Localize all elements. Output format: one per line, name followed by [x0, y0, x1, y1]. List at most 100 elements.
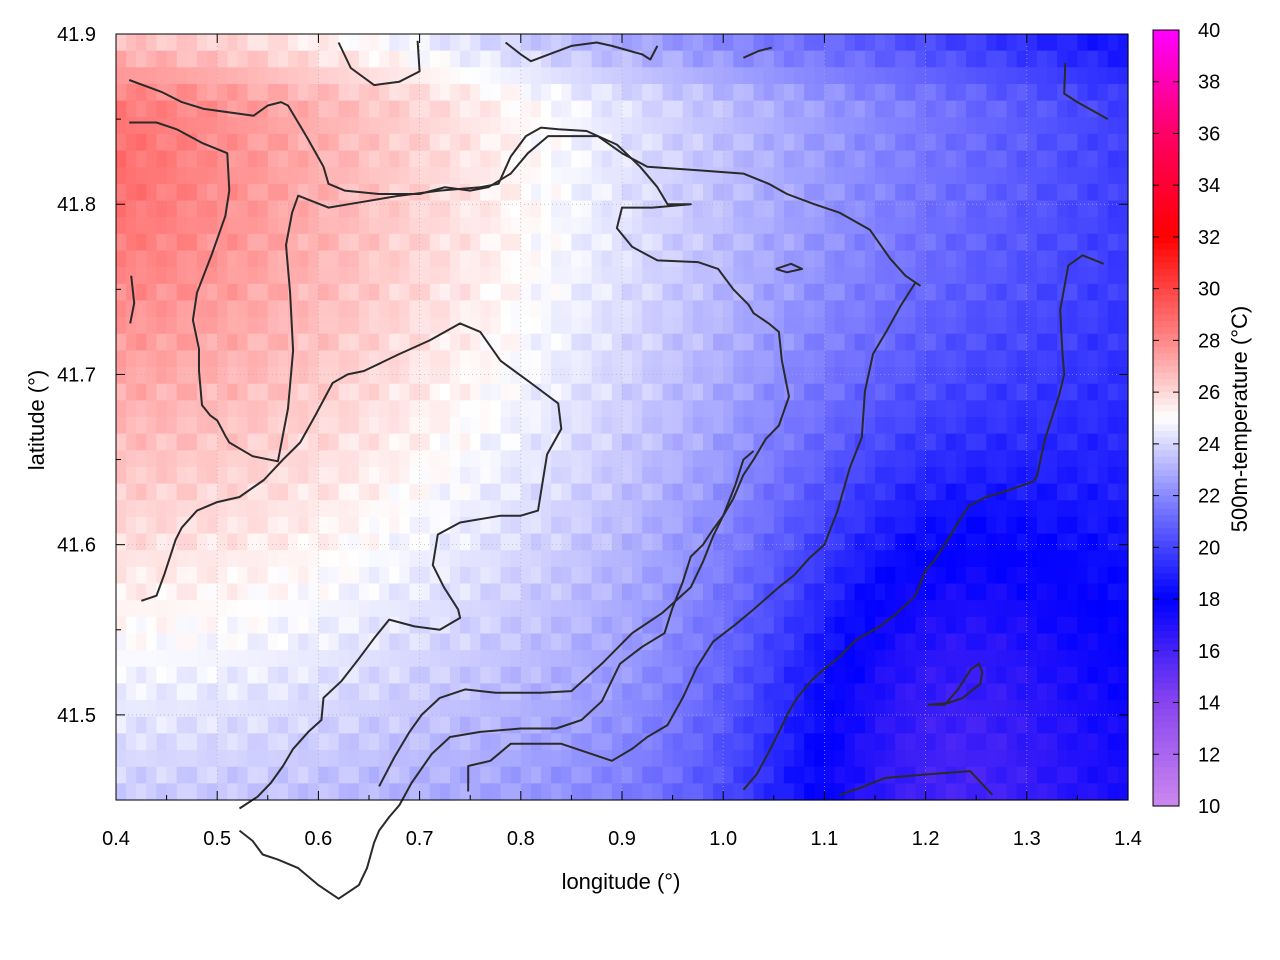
heatmap-cell [449, 83, 461, 102]
heatmap-cell [763, 267, 775, 285]
heatmap-cell [358, 433, 370, 451]
heatmap-cell [217, 616, 228, 635]
heatmap-cell [1077, 433, 1089, 451]
heatmap-cell [308, 783, 319, 801]
heatmap-cell [419, 433, 431, 451]
heatmap-cell [601, 466, 613, 485]
heatmap-cell [247, 433, 259, 451]
heatmap-cell [480, 150, 492, 168]
heatmap-cell [662, 300, 674, 318]
heatmap-cell [338, 117, 350, 135]
heatmap-cell [1016, 516, 1028, 535]
heatmap-cell [895, 283, 906, 302]
heatmap-cell [490, 150, 502, 168]
heatmap-cell [530, 550, 542, 568]
heatmap-cell [247, 733, 259, 751]
heatmap-cell [834, 250, 846, 268]
heatmap-cell [419, 683, 431, 701]
heatmap-cell [834, 367, 846, 385]
heatmap-cell [723, 383, 734, 401]
heatmap-cell [1097, 150, 1109, 168]
heatmap-cell [470, 666, 481, 685]
heatmap-cell [541, 533, 552, 551]
heatmap-cell [247, 133, 259, 152]
heatmap-cell [976, 417, 987, 435]
heatmap-cell [409, 583, 421, 601]
heatmap-cell [854, 34, 866, 52]
heatmap-cell [895, 83, 906, 102]
heatmap-cell [338, 67, 350, 85]
heatmap-cell [763, 783, 775, 801]
heatmap-cell [1077, 133, 1089, 152]
heatmap-cell [955, 566, 967, 585]
heatmap-cell [692, 400, 704, 418]
heatmap-cell [935, 367, 947, 385]
heatmap-cell [166, 333, 178, 351]
heatmap-cell [116, 566, 127, 585]
heatmap-cell [773, 350, 785, 368]
heatmap-cell [955, 616, 967, 635]
heatmap-cell [875, 750, 886, 768]
heatmap-cell [945, 716, 957, 734]
heatmap-cell [601, 317, 613, 335]
heatmap-cell [1087, 783, 1099, 801]
heatmap-cell [794, 600, 805, 618]
heatmap-cell [126, 650, 137, 668]
heatmap-cell [166, 433, 178, 451]
heatmap-cell [804, 34, 815, 52]
heatmap-cell [288, 533, 299, 551]
heatmap-cell [399, 783, 411, 801]
heatmap-cell [804, 500, 815, 518]
heatmap-cell [399, 516, 411, 535]
heatmap-cell [652, 300, 664, 318]
heatmap-cell [460, 616, 471, 635]
heatmap-cell [632, 100, 643, 118]
heatmap-cell [642, 500, 653, 518]
colorbar-tick-label: 12 [1198, 744, 1220, 766]
heatmap-cell [510, 333, 522, 351]
heatmap-cell [834, 417, 846, 435]
heatmap-cell [652, 133, 664, 152]
heatmap-cell [126, 516, 137, 535]
heatmap-cell [1006, 183, 1018, 202]
colorbar-segment [1153, 107, 1179, 115]
heatmap-cell [1006, 117, 1018, 135]
heatmap-cell [267, 483, 279, 501]
heatmap-cell [591, 150, 603, 168]
heatmap-cell [379, 716, 390, 734]
heatmap-cell [500, 466, 512, 485]
heatmap-cell [186, 350, 198, 368]
heatmap-cell [966, 783, 977, 801]
colorbar-segment [1153, 366, 1179, 374]
heatmap-cell [298, 133, 309, 152]
heatmap-cell [611, 317, 623, 335]
heatmap-cell [227, 516, 239, 535]
heatmap-cell [702, 533, 714, 551]
heatmap-cell [794, 233, 805, 252]
heatmap-cell [379, 333, 390, 351]
heatmap-cell [591, 50, 603, 68]
heatmap-cell [409, 733, 421, 751]
heatmap-cell [500, 533, 512, 551]
heatmap-cell [723, 516, 734, 535]
heatmap-cell [642, 100, 653, 118]
heatmap-cell [1097, 616, 1109, 635]
heatmap-cell [1087, 283, 1099, 302]
heatmap-cell [520, 283, 532, 302]
heatmap-cell [692, 466, 704, 485]
heatmap-cell [288, 750, 299, 768]
heatmap-cell [622, 217, 633, 235]
heatmap-cell [338, 267, 350, 285]
heatmap-cell [783, 317, 795, 335]
heatmap-cell [591, 283, 603, 302]
heatmap-cell [358, 267, 370, 285]
heatmap-cell [1006, 650, 1018, 668]
heatmap-cell [1097, 600, 1109, 618]
heatmap-cell [996, 233, 1008, 252]
heatmap-cell [804, 533, 815, 551]
heatmap-cell [257, 383, 269, 401]
heatmap-cell [338, 616, 350, 635]
heatmap-cell [176, 433, 188, 451]
heatmap-cell [733, 616, 745, 635]
heatmap-cell [561, 283, 572, 302]
